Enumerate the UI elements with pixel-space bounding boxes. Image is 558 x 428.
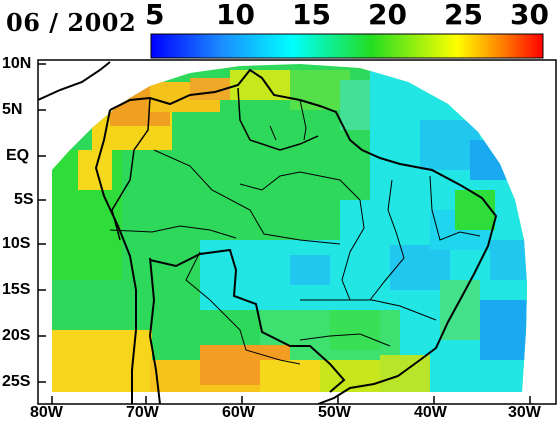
lat-label: 20S — [2, 327, 31, 344]
lon-label: 40W — [414, 404, 447, 421]
colorbar-tick-label: 25 — [444, 0, 483, 31]
lon-label: 30W — [508, 404, 541, 421]
lon-label: 70W — [126, 404, 159, 421]
lon-label: 60W — [222, 404, 255, 421]
colorbar-tick-label: 20 — [368, 0, 407, 31]
colorbar-tick-label: 15 — [292, 0, 331, 31]
lon-label: 80W — [30, 404, 63, 421]
lat-label: 25S — [2, 373, 31, 390]
lat-label: 15S — [2, 281, 31, 298]
date-title: 06 / 2002 — [6, 8, 137, 37]
colorbar-tick-label: 5 — [145, 0, 165, 31]
lat-label: 5S — [14, 191, 34, 208]
lat-label: EQ — [6, 147, 30, 164]
lat-ticks — [38, 63, 46, 383]
lon-label: 50W — [318, 404, 351, 421]
colorbar-tick-label: 30 — [510, 0, 549, 31]
lat-label: 10S — [2, 235, 31, 252]
lon-ticks — [51, 396, 531, 404]
colorbar — [150, 33, 544, 59]
colorbar-tick-label: 10 — [216, 0, 255, 31]
lat-label: 10N — [2, 55, 32, 72]
lat-label: 5N — [2, 101, 23, 118]
map-outlines — [38, 60, 498, 404]
map-frame — [37, 59, 557, 405]
